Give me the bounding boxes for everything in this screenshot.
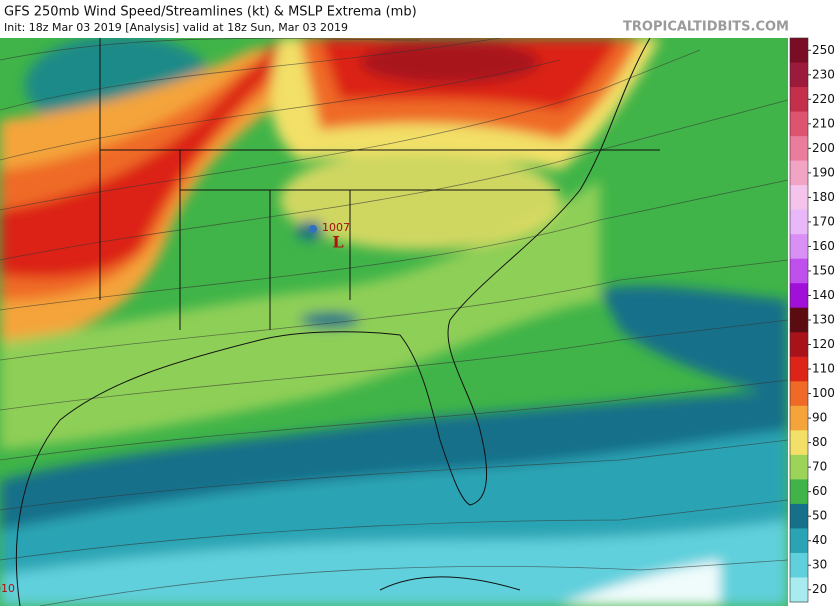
colorbar-label: 20 <box>812 582 827 596</box>
colorbar-segment <box>790 111 808 137</box>
colorbar-segment <box>790 381 808 407</box>
colorbar-label: 70 <box>812 460 827 474</box>
brand: TROPICALTIDBITS.COM <box>623 20 789 35</box>
colorbar-label: 220 <box>812 92 835 106</box>
colorbar-label: 190 <box>812 165 835 179</box>
colorbar-label: 100 <box>812 386 835 400</box>
colorbar-label: 140 <box>812 288 835 302</box>
colorbar-segment <box>790 577 808 603</box>
colorbar-segment <box>790 405 808 431</box>
colorbar-segment <box>790 528 808 554</box>
map <box>0 38 788 606</box>
colorbar-segment <box>790 209 808 235</box>
colorbar-segment <box>790 160 808 186</box>
colorbar-label: 80 <box>812 435 827 449</box>
colorbar-label: 130 <box>812 313 835 327</box>
colorbar-segment <box>790 38 808 64</box>
colorbar-label: 160 <box>812 239 835 253</box>
colorbar-label: 230 <box>812 67 835 81</box>
low-center <box>309 225 317 233</box>
colorbar-label: 40 <box>812 533 827 547</box>
colorbar-segment <box>790 479 808 505</box>
colorbar-segment <box>790 283 808 309</box>
colorbar-segment <box>790 258 808 284</box>
title: GFS 250mb Wind Speed/Streamlines (kt) & … <box>4 5 417 20</box>
colorbar-label: 50 <box>812 509 827 523</box>
colorbar-segment <box>790 552 808 578</box>
colorbar-label: 60 <box>812 484 827 498</box>
colorbar-label: 120 <box>812 337 835 351</box>
colorbar-segment <box>790 503 808 529</box>
colorbar-label: 90 <box>812 411 827 425</box>
colorbar: 250 230 220 210 200 190 180 170 160 150 140 130 120 1… <box>789 37 835 603</box>
colorbar-segment <box>790 332 808 358</box>
colorbar-segment <box>790 307 808 333</box>
colorbar-segment <box>790 136 808 162</box>
colorbar-segment <box>790 430 808 456</box>
colorbar-segment <box>790 185 808 211</box>
colorbar-label: 210 <box>812 116 835 130</box>
colorbar-label: 250 <box>812 43 835 57</box>
colorbar-segment <box>790 87 808 113</box>
colorbar-segment <box>790 62 808 88</box>
colorbar-label: 170 <box>812 214 835 228</box>
colorbar-segment <box>790 356 808 382</box>
subtitle: Init: 18z Mar 03 2019 [Analysis] valid a… <box>4 21 348 34</box>
edge-label: 010 <box>0 582 15 595</box>
colorbar-segment <box>790 234 808 260</box>
colorbar-segment <box>790 454 808 480</box>
colorbar-label: 200 <box>812 141 835 155</box>
colorbar-label: 150 <box>812 263 835 277</box>
pressure-value: 1007 <box>322 221 350 234</box>
pressure-symbol: L <box>332 233 343 252</box>
colorbar-label: 180 <box>812 190 835 204</box>
colorbar-label: 110 <box>812 362 835 376</box>
colorbar-label: 30 <box>812 558 827 572</box>
